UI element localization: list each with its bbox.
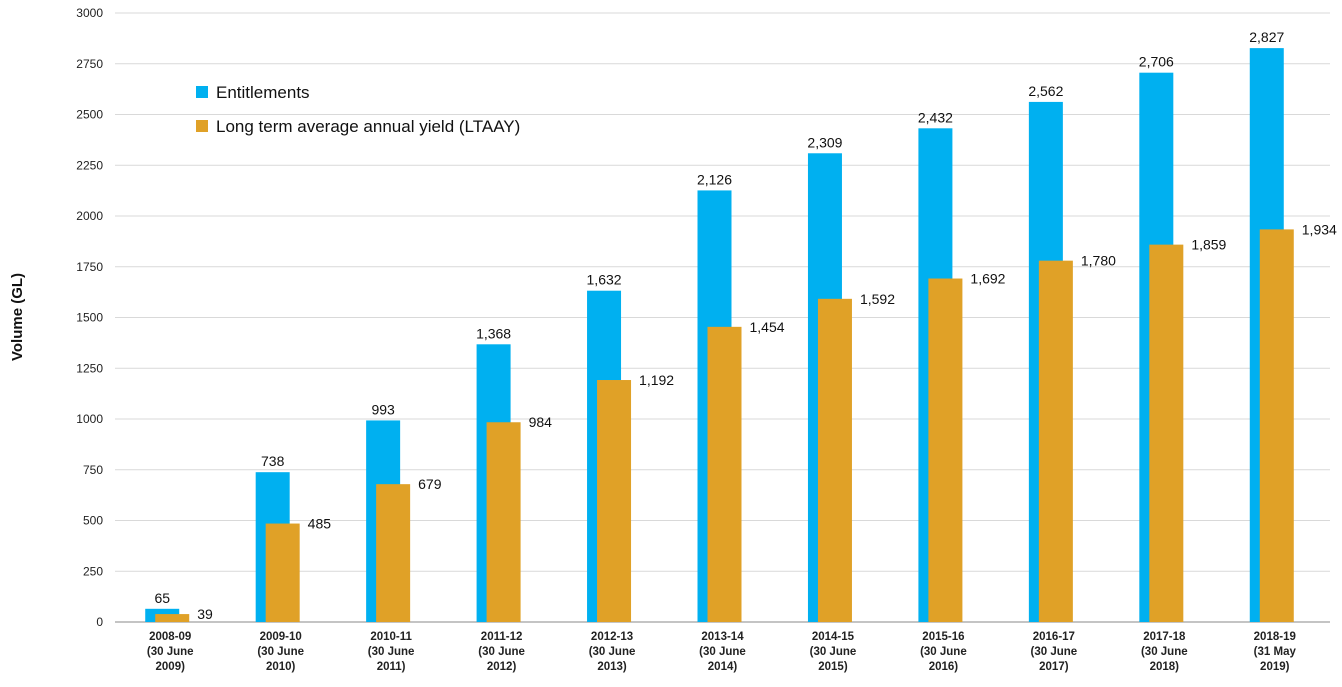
bar-ltaay bbox=[265, 523, 300, 622]
x-category-label: 2016-17 (30 June 2017) bbox=[1031, 631, 1078, 673]
data-label-entitlements: 1,368 bbox=[476, 325, 511, 341]
bar-ltaay bbox=[486, 422, 521, 622]
data-label-entitlements: 2,827 bbox=[1249, 29, 1284, 45]
data-label-ltaay: 485 bbox=[308, 516, 332, 532]
y-tick-label: 2250 bbox=[76, 158, 103, 172]
bar-ltaay bbox=[155, 614, 190, 622]
x-category-label: 2011-12 (30 June 2012) bbox=[478, 631, 525, 673]
y-tick-label: 3000 bbox=[76, 6, 103, 20]
x-category-label: 2013-14 (30 June 2014) bbox=[699, 631, 746, 673]
x-category-label: 2008-09 (30 June 2009) bbox=[147, 631, 194, 673]
data-label-entitlements: 65 bbox=[154, 590, 170, 606]
legend-label-entitlements: Entitlements bbox=[216, 83, 310, 102]
y-tick-label: 2000 bbox=[76, 209, 103, 223]
data-label-entitlements: 2,706 bbox=[1139, 54, 1174, 70]
data-label-entitlements: 993 bbox=[371, 401, 395, 417]
bar-ltaay bbox=[1038, 260, 1073, 622]
x-axis-categories: 2008-09 (30 June 2009) 2009-10 (30 June 2010)… bbox=[147, 631, 1297, 673]
y-tick-label: 750 bbox=[83, 463, 103, 477]
y-axis-ticks: 0 250 500 750 1000 1250 1500 1750 2000 2250 2500 27… bbox=[76, 6, 103, 629]
data-label-ltaay: 1,192 bbox=[639, 372, 674, 388]
x-category-label: 2015-16 (30 June 2016) bbox=[920, 631, 967, 673]
x-category-label: 2014-15 (30 June 2015) bbox=[810, 631, 857, 673]
y-tick-label: 1750 bbox=[76, 260, 103, 274]
y-tick-label: 250 bbox=[83, 564, 103, 578]
y-axis-title: Volume (GL) bbox=[9, 273, 26, 361]
x-category-label: 2018-19 (31 May 2019) bbox=[1254, 631, 1297, 673]
y-tick-label: 1250 bbox=[76, 361, 103, 375]
bar-ltaay bbox=[707, 326, 742, 622]
y-tick-label: 1500 bbox=[76, 311, 103, 325]
data-label-ltaay: 1,454 bbox=[750, 319, 785, 335]
bar-ltaay bbox=[1149, 244, 1184, 623]
data-label-ltaay: 1,859 bbox=[1191, 237, 1226, 253]
y-tick-label: 0 bbox=[96, 615, 103, 629]
data-label-ltaay: 1,780 bbox=[1081, 253, 1116, 269]
bar-ltaay bbox=[1259, 229, 1294, 622]
x-category-label: 2010-11 (30 June 2011) bbox=[368, 631, 415, 673]
data-label-ltaay: 1,592 bbox=[860, 291, 895, 307]
bar-ltaay bbox=[376, 484, 411, 622]
x-category-label: 2017-18 (30 June 2018) bbox=[1141, 631, 1188, 673]
y-tick-label: 2500 bbox=[76, 108, 103, 122]
bar-ltaay bbox=[928, 278, 963, 622]
data-label-ltaay: 984 bbox=[529, 414, 553, 430]
y-tick-label: 500 bbox=[83, 514, 103, 528]
data-label-ltaay: 1,692 bbox=[970, 271, 1005, 287]
data-label-entitlements: 2,126 bbox=[697, 171, 732, 187]
legend-label-ltaay: Long term average annual yield (LTAAY) bbox=[216, 117, 520, 136]
x-category-label: 2009-10 (30 June 2010) bbox=[257, 631, 304, 673]
legend-swatch-ltaay bbox=[196, 120, 208, 132]
y-tick-label: 1000 bbox=[76, 412, 103, 426]
data-label-ltaay: 39 bbox=[197, 606, 213, 622]
data-label-entitlements: 738 bbox=[261, 453, 285, 469]
data-label-entitlements: 2,309 bbox=[807, 134, 842, 150]
bars bbox=[145, 48, 1294, 623]
y-tick-label: 2750 bbox=[76, 57, 103, 71]
data-labels: 65 39 738 485 993 679 1,368 984 1,632 1,192 2,126 1… bbox=[154, 29, 1337, 622]
legend-swatch-entitlements bbox=[196, 86, 208, 98]
data-label-entitlements: 2,562 bbox=[1028, 83, 1063, 99]
data-label-ltaay: 1,934 bbox=[1302, 221, 1337, 237]
bar-ltaay bbox=[597, 380, 632, 622]
data-label-ltaay: 679 bbox=[418, 476, 442, 492]
data-label-entitlements: 1,632 bbox=[587, 272, 622, 288]
data-label-entitlements: 2,432 bbox=[918, 109, 953, 125]
legend: Entitlements Long term average annual yi… bbox=[196, 83, 520, 136]
bar-ltaay bbox=[817, 298, 852, 622]
x-category-label: 2012-13 (30 June 2013) bbox=[589, 631, 636, 673]
